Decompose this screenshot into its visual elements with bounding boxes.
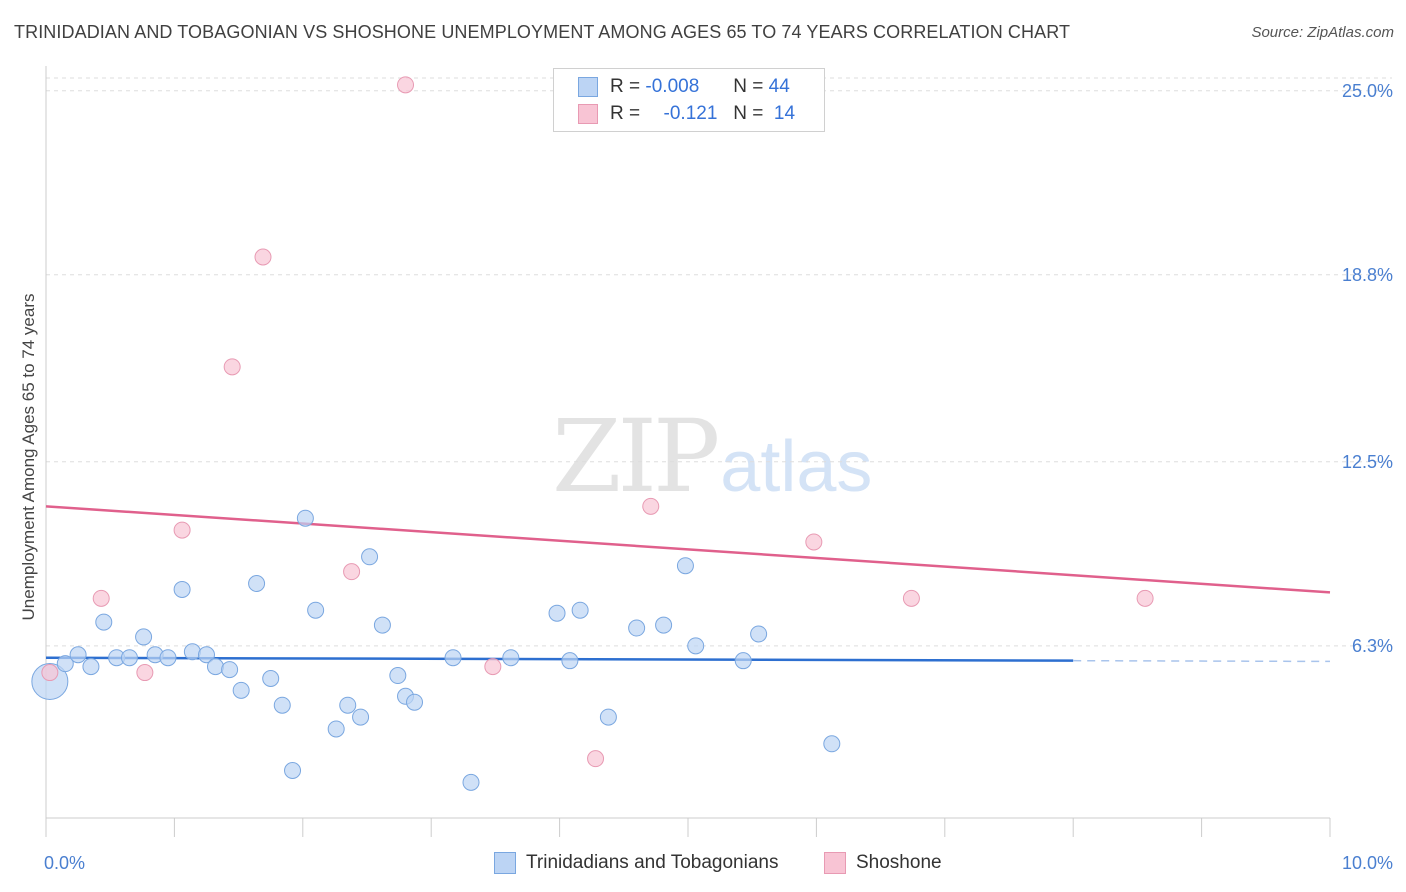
trend-line-trinidadian — [45, 656, 1074, 662]
legend-n-label: N = — [733, 76, 764, 97]
trend-line-trinidadian-extension — [1073, 659, 1331, 663]
point-trinidadian — [444, 649, 462, 667]
x-tick-label: 0.0% — [44, 853, 85, 873]
point-trinidadian — [373, 616, 391, 634]
bottom-legend-trinidadian: Trinidadians and Tobagonians — [494, 852, 778, 874]
point-shoshone — [587, 750, 605, 768]
point-trinidadian — [339, 696, 357, 714]
y-tick-label: 25.0% — [1342, 81, 1393, 101]
point-trinidadian — [406, 693, 424, 711]
y-axis-label: Unemployment Among Ages 65 to 74 years — [19, 293, 38, 621]
legend-swatch-pink — [824, 852, 846, 874]
point-trinidadian — [262, 669, 280, 687]
point-shoshone — [173, 521, 191, 539]
point-trinidadian — [628, 619, 646, 637]
point-trinidadian — [352, 708, 370, 726]
point-trinidadian — [327, 720, 345, 738]
point-trinidadian — [571, 601, 589, 619]
point-trinidadian — [296, 509, 314, 527]
legend-row-trinidadian: R = -0.008 N = 44 — [578, 74, 790, 100]
point-trinidadian — [687, 637, 705, 655]
watermark-atlas: atlas — [720, 427, 873, 507]
legend-r-label: R = — [610, 103, 641, 124]
point-trinidadian — [183, 643, 201, 661]
point-trinidadian — [655, 616, 673, 634]
y-tick-label: 18.8% — [1342, 265, 1393, 285]
y-tick-label: 6.3% — [1352, 636, 1393, 656]
point-trinidadian — [221, 661, 239, 679]
point-trinidadian — [502, 649, 520, 667]
point-trinidadian — [135, 628, 153, 646]
legend-label: Shoshone — [856, 852, 942, 873]
point-trinidadian — [676, 557, 694, 575]
grid-lines — [46, 77, 1392, 647]
correlation-legend: R = -0.008 N = 44 R = -0.121 N = 14 — [553, 68, 825, 132]
point-shoshone — [397, 76, 415, 94]
legend-label: Trinidadians and Tobagonians — [526, 852, 779, 873]
legend-swatch-blue — [494, 852, 516, 874]
point-trinidadian — [82, 658, 100, 676]
point-trinidadian — [307, 601, 325, 619]
point-trinidadian — [273, 696, 291, 714]
point-trinidadian — [31, 662, 69, 700]
point-trinidadian — [284, 762, 302, 780]
data-points — [31, 76, 1154, 791]
legend-row-shoshone: R = -0.121 N = 14 — [578, 101, 795, 127]
point-trinidadian — [561, 652, 579, 670]
legend-n-label: N = — [733, 103, 764, 124]
trend-line-shoshone — [45, 505, 1331, 594]
watermark: ZIPatlas — [552, 398, 872, 515]
y-tick-label: 12.5% — [1342, 452, 1393, 472]
x-tick-label: 10.0% — [1342, 853, 1393, 873]
point-trinidadian — [750, 625, 768, 643]
point-shoshone — [254, 248, 272, 266]
legend-r-value: -0.121 — [663, 103, 718, 124]
legend-n-value: 44 — [768, 76, 790, 97]
legend-r-value: -0.008 — [645, 76, 700, 97]
watermark-zip: ZIP — [552, 398, 720, 515]
source-credit: Source: ZipAtlas.com — [1251, 24, 1394, 41]
point-trinidadian — [248, 575, 266, 593]
legend-swatch-blue — [578, 77, 598, 97]
point-trinidadian — [173, 580, 191, 598]
axes — [45, 66, 1331, 837]
chart-title: TRINIDADIAN AND TOBAGONIAN VS SHOSHONE U… — [14, 22, 1071, 42]
point-trinidadian — [548, 604, 566, 622]
point-trinidadian — [159, 649, 177, 667]
legend-n-value: 14 — [773, 103, 796, 124]
point-trinidadian — [599, 708, 617, 726]
point-trinidadian — [206, 658, 224, 676]
point-shoshone — [1136, 589, 1154, 607]
point-shoshone — [902, 589, 920, 607]
bottom-legend-shoshone: Shoshone — [824, 852, 942, 874]
point-shoshone — [343, 563, 361, 581]
point-shoshone — [223, 358, 241, 376]
point-trinidadian — [361, 548, 379, 566]
point-shoshone — [484, 658, 502, 676]
point-trinidadian — [232, 681, 250, 699]
axis-tick-labels: 6.3% 12.5% 18.8% 25.0% 0.0% 10.0% — [44, 81, 1393, 873]
point-trinidadian — [389, 667, 407, 685]
point-trinidadian — [734, 652, 752, 670]
point-trinidadian — [95, 613, 113, 631]
point-trinidadian — [823, 735, 841, 753]
point-trinidadian — [69, 646, 87, 664]
legend-swatch-pink — [578, 104, 598, 124]
point-trinidadian — [462, 773, 480, 791]
legend-r-label: R = — [610, 76, 641, 97]
point-shoshone — [136, 664, 154, 682]
point-trinidadian — [198, 646, 215, 664]
trend-lines — [45, 505, 1331, 663]
point-shoshone — [41, 664, 59, 682]
point-shoshone — [642, 497, 660, 515]
point-trinidadian — [120, 649, 138, 667]
point-trinidadian — [56, 655, 74, 673]
point-shoshone — [92, 589, 110, 607]
point-shoshone — [805, 533, 823, 551]
